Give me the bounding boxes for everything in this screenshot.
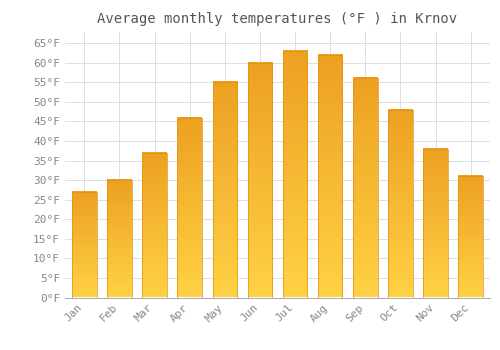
Bar	[72, 192, 96, 298]
Bar	[424, 149, 448, 298]
Bar	[353, 78, 378, 298]
Title: Average monthly temperatures (°F ) in Krnov: Average monthly temperatures (°F ) in Kr…	[98, 12, 458, 26]
Bar	[107, 180, 132, 298]
Bar	[142, 153, 167, 298]
Bar	[318, 55, 342, 298]
Bar	[458, 176, 483, 298]
Bar	[212, 82, 237, 298]
Bar	[283, 51, 308, 298]
Bar	[388, 110, 412, 298]
Bar	[248, 63, 272, 298]
Bar	[178, 118, 202, 298]
